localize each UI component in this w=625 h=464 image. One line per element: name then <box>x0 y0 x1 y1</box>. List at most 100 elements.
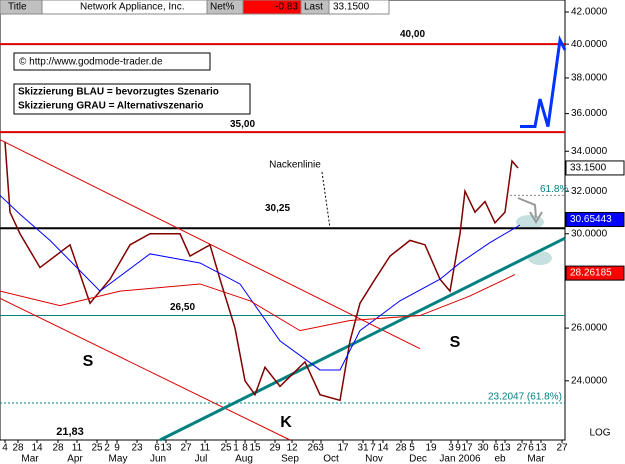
x-tick-label: 27 <box>556 443 568 454</box>
x-tick-label: 25 <box>220 443 232 454</box>
legend-text: Skizzierung BLAU = bevorzugtes Szenario <box>18 87 219 98</box>
level-label: 40,00 <box>400 29 425 40</box>
month-label: Mar <box>21 454 39 464</box>
annotation: K <box>280 414 292 431</box>
x-tick-label: 6 <box>493 443 499 454</box>
x-tick-label: 14 <box>377 443 389 454</box>
header-label: Last <box>304 2 323 13</box>
x-tick-label: 14 <box>31 443 43 454</box>
price-box-label: 28.26185 <box>570 268 612 279</box>
y-tick-label: 40.0000 <box>571 39 608 50</box>
x-tick-label: 11 <box>200 443 211 454</box>
trendline <box>0 297 291 441</box>
plot-frame <box>0 0 566 441</box>
series-line <box>0 194 521 371</box>
x-tick-label: 25 <box>91 443 103 454</box>
month-label: Jul <box>195 454 208 464</box>
x-tick-label: 3 <box>318 443 324 454</box>
price-box <box>565 265 625 281</box>
y-tick-label: 42.0000 <box>571 7 608 18</box>
x-tick-label: 28 <box>12 443 24 454</box>
x-tick-label: 27 <box>180 443 192 454</box>
y-tick-label: 36.0000 <box>571 108 608 119</box>
x-tick-label: 12 <box>286 443 298 454</box>
price-box <box>565 160 625 176</box>
x-tick-label: 9 <box>455 443 461 454</box>
legend-box: © http://www.godmode-trader.de Skizzieru… <box>13 52 251 115</box>
x-tick-label: 31 <box>357 443 369 454</box>
x-tick-label: 2 <box>104 443 110 454</box>
x-tick-label: 1 <box>233 443 239 454</box>
fib-label: 23.2047 (61.8%) <box>488 392 562 403</box>
y-tick-label: 32.0000 <box>571 186 608 197</box>
x-tick-label: 17 <box>461 443 473 454</box>
annotation: S <box>450 334 461 351</box>
price-box-label: 30.65443 <box>570 214 612 225</box>
x-tick-label: 4 <box>2 443 8 454</box>
month-label: Sep <box>281 454 299 464</box>
x-tick-label: 30 <box>477 443 489 454</box>
legend-frame <box>13 52 211 71</box>
month-label: Oct <box>323 454 339 464</box>
grey-arrow <box>529 211 543 224</box>
x-tick-label: 8 <box>242 443 248 454</box>
series-line <box>4 141 519 402</box>
fib-label: 61.8% <box>540 184 568 195</box>
y-tick-label: 26.0000 <box>571 323 608 334</box>
x-tick-label: 5 <box>409 443 415 454</box>
y-tick-label: 30.0000 <box>571 228 608 239</box>
trendline <box>159 236 566 442</box>
x-tick-label: 6 <box>528 443 534 454</box>
month-label: Dec <box>409 454 427 464</box>
month-label: May <box>109 454 128 464</box>
y-tick-label: 38.0000 <box>571 73 608 84</box>
x-tick-label: 13 <box>535 443 547 454</box>
price-box-label: 33.1500 <box>570 163 607 174</box>
x-tick-label: 19 <box>425 443 437 454</box>
x-tick-label: 13 <box>499 443 511 454</box>
y-tick-label: 24.0000 <box>571 375 608 386</box>
level-label: 26,50 <box>170 302 195 313</box>
annotation: S <box>83 353 94 370</box>
y-tick-label: 34.0000 <box>571 146 608 157</box>
annotation: LOG <box>589 428 610 439</box>
x-tick-label: 29 <box>269 443 281 454</box>
month-label: Aug <box>235 454 253 464</box>
x-tick-label: 11 <box>72 443 83 454</box>
header-box <box>328 0 390 15</box>
x-tick-label: 27 <box>516 443 528 454</box>
x-tick-label: 23 <box>131 443 143 454</box>
x-tick-label: 3 <box>448 443 454 454</box>
level-label: 30,25 <box>265 203 290 214</box>
month-label: Apr <box>67 454 83 464</box>
x-tick-label: 28 <box>52 443 64 454</box>
series-line <box>520 35 567 129</box>
x-tick-label: 26 <box>307 443 319 454</box>
neckline-pointer <box>321 171 331 229</box>
legend-frame <box>13 83 251 115</box>
legend-text: Skizzierung GRAU = Alternativszenario <box>18 101 204 112</box>
x-tick-label: 7 <box>370 443 376 454</box>
x-tick-label: 13 <box>160 443 172 454</box>
header: Title Network Appliance, Inc. Net% -0.83… <box>0 0 390 15</box>
header-label: Title <box>8 2 27 13</box>
annotation: Nackenlinie <box>269 160 321 171</box>
x-tick-label: 6 <box>154 443 160 454</box>
scenario-ellipse <box>528 251 552 265</box>
month-label: Nov <box>365 454 383 464</box>
grey-arrow <box>517 197 537 219</box>
x-tick-label: 28 <box>395 443 407 454</box>
x-tick-label: 17 <box>337 443 349 454</box>
header-title: Network Appliance, Inc. <box>80 2 185 13</box>
month-label: eb <box>494 454 506 464</box>
month-label: Jan 2006 <box>439 454 481 464</box>
header-label: Net% <box>210 2 235 13</box>
month-label: Mar <box>527 454 545 464</box>
price-box <box>565 212 625 228</box>
x-tick-label: 9 <box>114 443 120 454</box>
month-label: Jun <box>150 454 166 464</box>
x-tick-label: 15 <box>249 443 261 454</box>
